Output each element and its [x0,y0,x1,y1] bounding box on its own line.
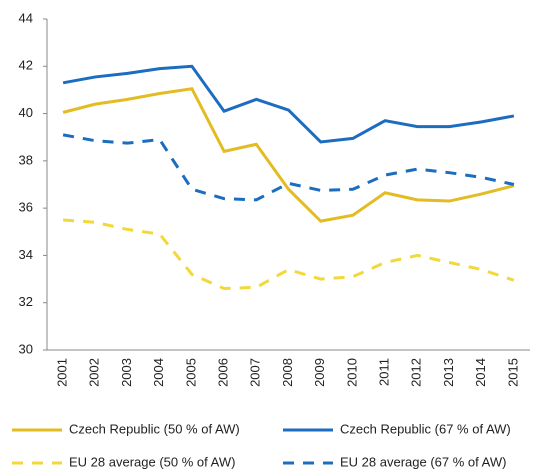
x-tick-label: 2007 [248,358,263,387]
y-tick-label: 42 [19,58,33,73]
x-tick-label: 2005 [183,358,198,387]
legend-label: Czech Republic (67 % of AW) [340,421,511,436]
y-tick-label: 34 [19,247,33,262]
legend-label: Czech Republic (50 % of AW) [69,421,240,436]
x-tick-label: 2006 [216,358,231,387]
x-tick-label: 2001 [55,358,70,387]
x-tick-label: 2015 [505,358,520,387]
series-line [62,218,515,291]
x-tick-label: 2002 [87,358,102,387]
x-tick-label: 2011 [377,358,392,386]
legend-label: EU 28 average (50 % of AW) [69,454,235,469]
x-tick-label: 2004 [151,358,166,387]
x-tick-label: 2013 [441,358,456,387]
x-tick-label: 2012 [409,358,424,387]
x-tick-label: 2010 [344,358,359,387]
x-tick-label: 2008 [280,358,295,387]
legend-label: EU 28 average (67 % of AW) [340,454,506,469]
y-tick-label: 30 [19,341,33,356]
y-tick-label: 38 [19,152,33,167]
y-tick-label: 44 [19,10,33,25]
x-tick-label: 2003 [119,358,134,387]
y-tick-label: 40 [19,105,33,120]
series-line [62,87,515,223]
series-line [62,64,515,144]
y-tick-label: 36 [19,200,33,215]
x-tick-label: 2014 [473,358,488,387]
x-tick-label: 2009 [312,358,327,387]
y-tick-label: 32 [19,294,33,309]
